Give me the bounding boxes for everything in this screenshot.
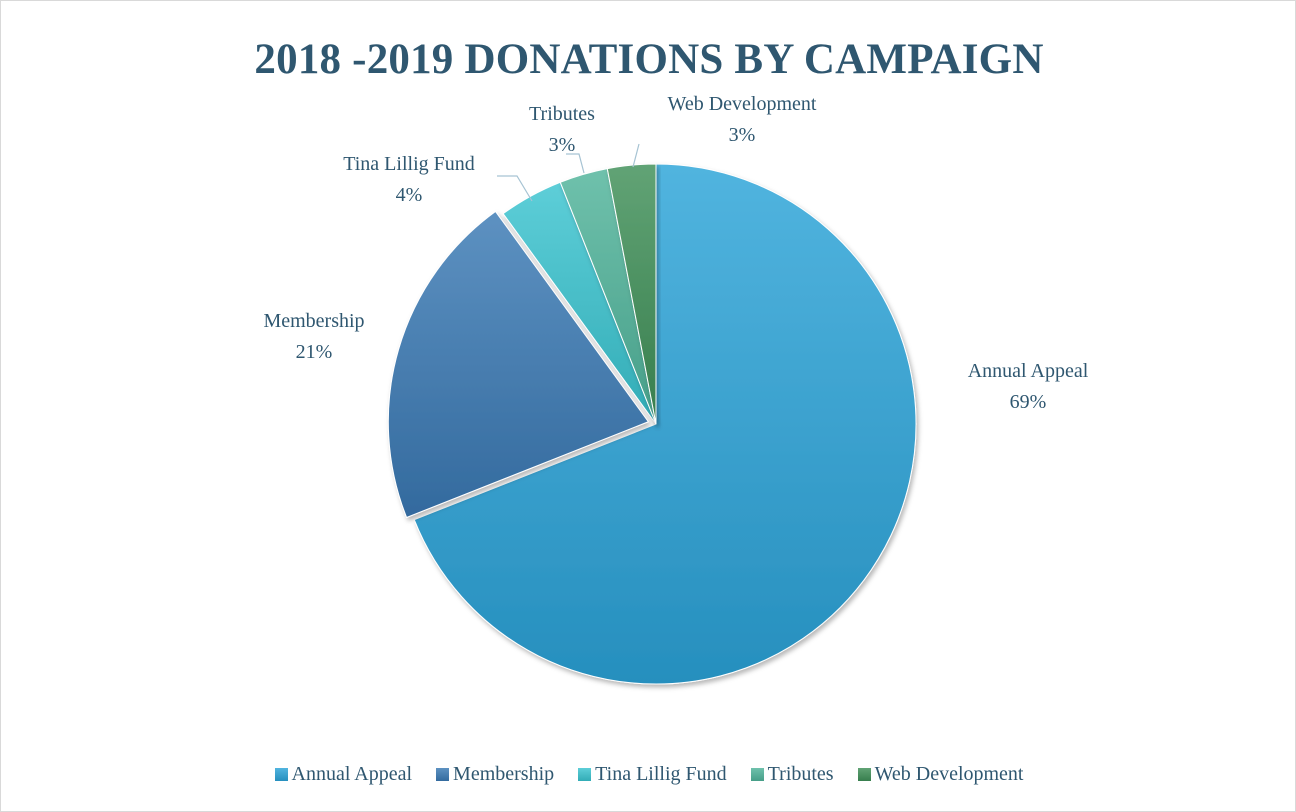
slice-category-label: Annual Appeal (968, 360, 1089, 382)
slice-label-tributes: Tributes 3% (529, 103, 595, 156)
chart-title: 2018 -2019 DONATIONS BY CAMPAIGN (254, 36, 1044, 83)
legend-swatch (578, 768, 592, 781)
legend-swatch (436, 768, 450, 781)
legend-item-web-development: Web Development (857, 763, 1024, 786)
legend-swatch (857, 768, 871, 781)
pie-leader-lines (497, 143, 640, 202)
slice-label-annual-appeal: Annual Appeal 69% (968, 360, 1089, 413)
slice-category-label: Web Development (668, 93, 817, 115)
slice-category-label: Membership (263, 310, 364, 332)
slice-value-label: 21% (296, 341, 333, 363)
pie-chart: Annual Appeal 69% Membership 21% Tina Lillig… (263, 93, 1089, 685)
legend-item-tina-lillig-fund: Tina Lillig Fund (578, 763, 727, 786)
legend-label: Membership (453, 763, 555, 785)
slice-category-label: Tina Lillig Fund (343, 153, 475, 175)
legend-item-annual-appeal: Annual Appeal (274, 763, 413, 786)
pie-slice-annual-appeal (413, 163, 917, 685)
leader-line-web-development (632, 143, 640, 168)
pie-labels: Annual Appeal 69% Membership 21% Tina Lillig… (263, 93, 1088, 413)
slice-label-web-development: Web Development 3% (668, 93, 817, 146)
legend-label: Tina Lillig Fund (595, 763, 727, 785)
legend-label: Annual Appeal (291, 763, 413, 785)
chart-legend: Annual Appeal Membership Tina Lillig Fund T… (1, 763, 1296, 786)
slice-value-label: 3% (729, 124, 756, 146)
legend-swatch (274, 768, 288, 781)
leader-line-tina-lillig-fund (497, 175, 533, 202)
pie-slice-membership (387, 210, 650, 519)
legend-label: Tributes (767, 763, 834, 785)
pie-slices (387, 163, 917, 685)
legend-swatch (750, 768, 764, 781)
slice-value-label: 69% (1010, 391, 1047, 413)
slice-label-tina-lillig-fund: Tina Lillig Fund 4% (343, 153, 475, 206)
slice-category-label: Tributes (529, 103, 595, 125)
legend-label: Web Development (874, 763, 1024, 785)
slice-label-membership: Membership 21% (263, 310, 364, 363)
legend-item-tributes: Tributes (750, 763, 834, 786)
pie-slice-web-development (606, 163, 657, 425)
slice-value-label: 4% (396, 184, 423, 206)
slice-value-label: 3% (549, 134, 576, 156)
legend-item-membership: Membership (436, 763, 554, 786)
leader-line-tributes (566, 153, 585, 174)
